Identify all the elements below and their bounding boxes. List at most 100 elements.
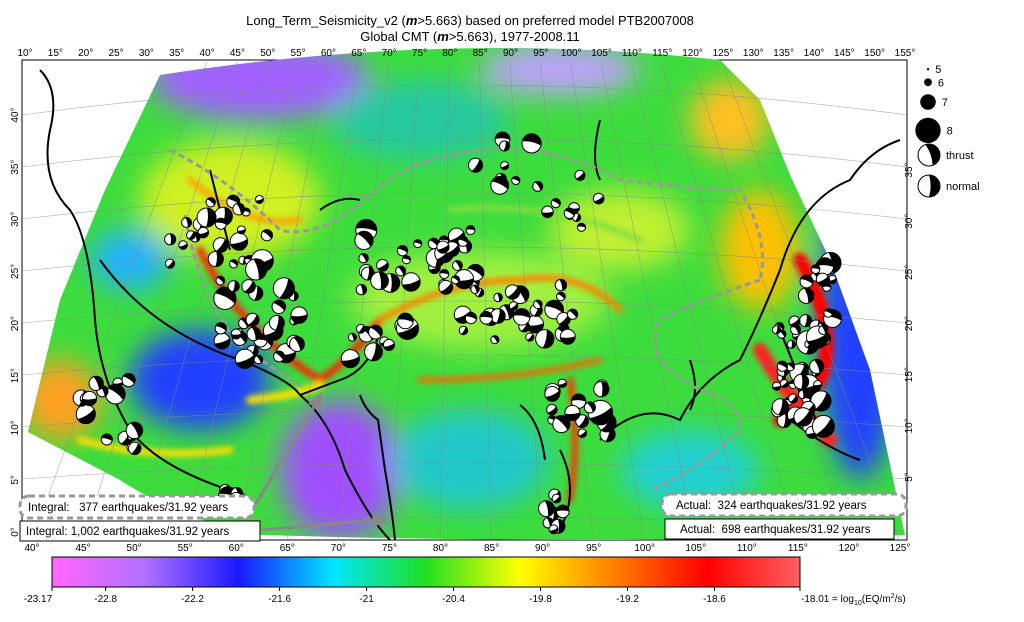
beachball <box>401 272 421 292</box>
title-symbol: m <box>437 29 449 44</box>
bottom-longitude-label: 40° <box>24 543 39 554</box>
colorbar-ticks: -23.17 -22.8 -22.2 -21.6 -21 -20.4 -19.8 -19.2 -… <box>24 587 830 605</box>
ball-quadrant <box>446 244 460 257</box>
beachball <box>128 441 142 456</box>
meridian <box>539 61 594 541</box>
ball-quadrant <box>578 430 587 438</box>
beachball <box>121 372 136 388</box>
ball-quadrant <box>290 314 308 324</box>
beachball <box>347 332 357 342</box>
colorbar-unit: = log10(EQ/m2/s) <box>832 593 906 607</box>
ball-quadrant <box>545 300 564 313</box>
beachball <box>508 301 519 311</box>
beachball <box>797 389 808 400</box>
meridian <box>388 61 420 541</box>
ball-quadrant <box>255 198 264 204</box>
beachball <box>112 377 124 389</box>
ball-quadrant <box>522 133 542 146</box>
top-longitude-label: 15° <box>48 48 63 59</box>
beachball <box>815 272 830 286</box>
top-longitude-label: 40° <box>200 48 215 59</box>
ball-quadrant <box>821 325 828 335</box>
beachball <box>815 257 835 276</box>
ball-quadrant <box>227 195 240 205</box>
beachball <box>592 192 605 205</box>
beachball <box>583 401 596 414</box>
ball-quadrant <box>813 384 822 389</box>
ball-quadrant <box>801 374 809 390</box>
beachball <box>340 349 360 369</box>
beachball <box>450 275 461 285</box>
ball-quadrant <box>496 308 506 324</box>
ball-quadrant <box>377 262 389 272</box>
beachball <box>574 169 586 181</box>
top-longitude-label: 90° <box>503 48 518 59</box>
bottom-longitude-label: 60° <box>229 543 244 554</box>
bottom-longitude-label: 120° <box>839 543 860 554</box>
ball-quadrant <box>796 410 813 427</box>
ball-quadrant <box>527 334 534 342</box>
meridian <box>337 61 389 541</box>
beachball <box>827 274 837 285</box>
ball-quadrant <box>93 376 104 390</box>
beachball <box>555 504 570 519</box>
bottom-longitude-label: 65° <box>280 543 295 554</box>
integral-region-text: Integral: 377 earthquakes/31.92 years <box>28 502 228 514</box>
bottom-longitude-label: 90° <box>535 543 550 554</box>
ball-quadrant <box>479 311 493 319</box>
bottom-longitude-label: 110° <box>737 543 757 554</box>
beachball <box>566 308 579 320</box>
ball-quadrant <box>254 286 263 301</box>
ball-quadrant <box>542 329 554 349</box>
ball-quadrant <box>468 264 484 277</box>
top-longitude-label: 80° <box>442 48 457 59</box>
ball-quadrant <box>578 415 589 428</box>
ball-quadrant <box>169 233 176 245</box>
right-latitude-label: 15° <box>904 367 915 382</box>
colorbar-tick-label: -21.6 <box>268 594 291 605</box>
beachball <box>533 299 543 310</box>
bottom-longitude-label: 85° <box>484 543 499 554</box>
top-longitude-label: 125° <box>713 48 734 59</box>
top-longitude-label: 150° <box>864 48 885 59</box>
beachball <box>272 277 295 300</box>
colorbar-tick-label: -21 <box>359 594 374 605</box>
top-longitude-label: 50° <box>260 48 275 59</box>
ball-quadrant <box>555 415 570 431</box>
ball-quadrant <box>236 203 245 215</box>
colorbar-tick-label: -18.01 <box>801 594 830 605</box>
beachball <box>438 279 454 295</box>
left-latitude-label: 20° <box>10 316 21 331</box>
beachball <box>260 229 274 242</box>
ball-quadrant <box>256 355 263 364</box>
beachball <box>557 378 568 389</box>
beachball <box>75 403 96 425</box>
beachball <box>88 375 104 391</box>
ball-quadrant <box>510 303 518 311</box>
beachball <box>229 259 239 269</box>
beachball <box>196 207 217 228</box>
beachball <box>555 291 566 302</box>
ball-quadrant <box>802 390 807 399</box>
beachball <box>552 415 571 434</box>
top-longitude-label: 115° <box>652 48 672 59</box>
beachball <box>245 258 268 281</box>
beachball <box>818 324 829 335</box>
beachball <box>513 308 531 326</box>
top-longitude-label: 55° <box>291 48 306 59</box>
beachball <box>181 217 192 228</box>
meridian <box>184 61 298 541</box>
ball-quadrant <box>577 223 586 228</box>
annotation-arrows <box>253 392 388 532</box>
ball-quadrant <box>564 208 575 216</box>
ball-quadrant <box>130 422 143 438</box>
ball-quadrant <box>605 426 616 442</box>
beachball <box>521 133 542 154</box>
beachball <box>81 390 98 407</box>
ball-quadrant <box>465 312 477 320</box>
beachball <box>355 283 368 296</box>
right-latitude-label: 35° <box>904 162 915 177</box>
ball-quadrant <box>185 217 192 228</box>
ball-quadrant <box>215 251 224 267</box>
ball-quadrant <box>167 260 175 269</box>
